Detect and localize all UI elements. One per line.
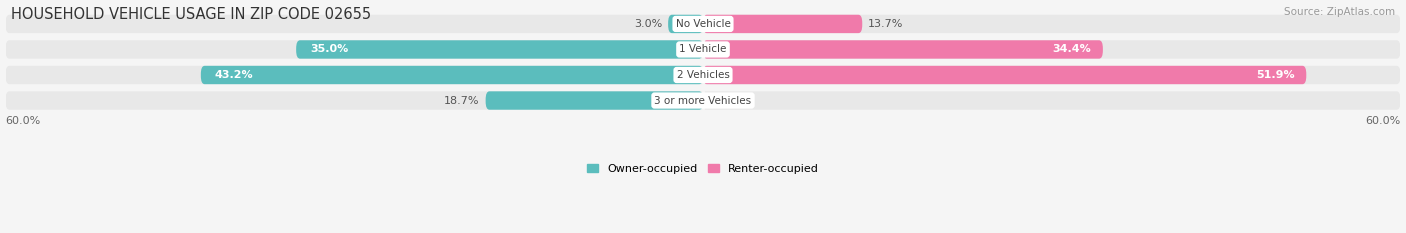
Text: No Vehicle: No Vehicle — [675, 19, 731, 29]
Text: 43.2%: 43.2% — [215, 70, 253, 80]
Text: 18.7%: 18.7% — [444, 96, 479, 106]
FancyBboxPatch shape — [703, 66, 1306, 84]
Text: Source: ZipAtlas.com: Source: ZipAtlas.com — [1284, 7, 1395, 17]
Text: 2 Vehicles: 2 Vehicles — [676, 70, 730, 80]
Legend: Owner-occupied, Renter-occupied: Owner-occupied, Renter-occupied — [582, 160, 824, 178]
Text: 60.0%: 60.0% — [1365, 116, 1400, 126]
Text: 3 or more Vehicles: 3 or more Vehicles — [654, 96, 752, 106]
FancyBboxPatch shape — [6, 15, 1400, 33]
Text: 0.0%: 0.0% — [709, 96, 737, 106]
FancyBboxPatch shape — [6, 91, 1400, 110]
FancyBboxPatch shape — [703, 40, 1102, 59]
Text: 35.0%: 35.0% — [311, 45, 349, 55]
FancyBboxPatch shape — [703, 15, 862, 33]
Text: HOUSEHOLD VEHICLE USAGE IN ZIP CODE 02655: HOUSEHOLD VEHICLE USAGE IN ZIP CODE 0265… — [11, 7, 371, 22]
Text: 3.0%: 3.0% — [634, 19, 662, 29]
FancyBboxPatch shape — [668, 15, 703, 33]
FancyBboxPatch shape — [297, 40, 703, 59]
Text: 34.4%: 34.4% — [1053, 45, 1091, 55]
Text: 1 Vehicle: 1 Vehicle — [679, 45, 727, 55]
Text: 60.0%: 60.0% — [6, 116, 41, 126]
Text: 13.7%: 13.7% — [868, 19, 904, 29]
FancyBboxPatch shape — [6, 66, 1400, 84]
FancyBboxPatch shape — [6, 40, 1400, 59]
Text: 51.9%: 51.9% — [1256, 70, 1295, 80]
FancyBboxPatch shape — [485, 91, 703, 110]
FancyBboxPatch shape — [201, 66, 703, 84]
